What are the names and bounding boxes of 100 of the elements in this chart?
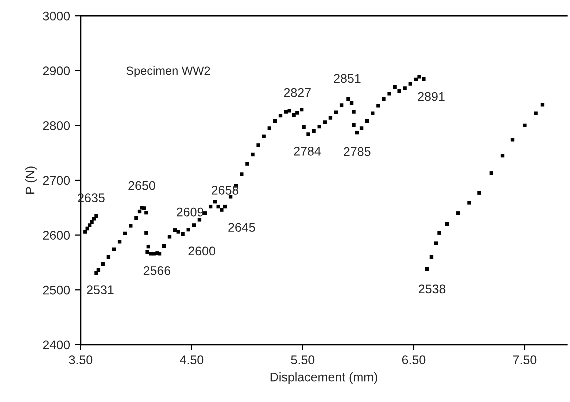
- point: [430, 255, 434, 260]
- annotation: 2785: [344, 147, 371, 156]
- point: [346, 98, 350, 102]
- point: [268, 126, 272, 130]
- point: [84, 230, 88, 234]
- point: [101, 262, 105, 266]
- y-tick-label: 3000: [43, 12, 70, 21]
- point: [192, 224, 196, 228]
- annotation: 2609: [177, 208, 204, 217]
- point: [425, 267, 430, 272]
- point: [142, 206, 146, 210]
- point: [94, 271, 98, 275]
- point: [213, 200, 218, 204]
- point: [408, 82, 412, 86]
- point: [144, 231, 148, 235]
- y-axis-title: P (N): [26, 166, 38, 194]
- point: [510, 138, 515, 142]
- point: [292, 113, 296, 118]
- annotation: 2851: [334, 74, 361, 84]
- point: [106, 255, 111, 260]
- point: [208, 204, 213, 209]
- point: [540, 103, 545, 107]
- point: [534, 112, 538, 116]
- y-tick-label: 2400: [43, 340, 70, 350]
- y-tick-label: 2700: [43, 176, 70, 186]
- point: [88, 224, 92, 228]
- point: [328, 116, 333, 120]
- point: [228, 195, 233, 199]
- annotation: Specimen WW2: [126, 66, 210, 78]
- point: [138, 210, 142, 214]
- annotation: 2531: [87, 286, 114, 294]
- point: [302, 126, 306, 130]
- x-tick-label: 4.50: [180, 356, 204, 365]
- annotation: 2784: [294, 146, 322, 156]
- point: [456, 212, 460, 216]
- point: [90, 220, 94, 224]
- annotation: 2538: [419, 284, 446, 294]
- point: [168, 235, 172, 239]
- point: [134, 216, 138, 220]
- point: [273, 119, 278, 124]
- y-tick-label: 2500: [43, 286, 70, 295]
- point: [144, 210, 148, 215]
- point: [251, 152, 255, 157]
- x-tick-label: 7.50: [513, 356, 537, 365]
- point: [158, 252, 162, 256]
- y-tick-label: 2800: [43, 121, 70, 130]
- point: [216, 204, 220, 209]
- point: [96, 268, 101, 272]
- x-axis-title: Displacement (mm): [270, 372, 378, 384]
- point: [500, 154, 505, 158]
- point: [403, 86, 407, 90]
- point: [350, 101, 354, 106]
- x-tick-label: 5.50: [291, 356, 315, 365]
- point: [366, 119, 370, 124]
- point: [312, 129, 316, 134]
- x-tick-label: 3.50: [69, 356, 93, 365]
- point: [240, 172, 244, 176]
- point: [422, 77, 426, 81]
- point: [262, 134, 266, 138]
- point: [129, 224, 133, 228]
- point: [382, 98, 386, 102]
- y-tick-label: 2900: [43, 66, 70, 76]
- point: [478, 191, 482, 195]
- point: [256, 144, 260, 148]
- point: [356, 130, 360, 135]
- annotation: 2600: [188, 246, 216, 256]
- point: [223, 204, 228, 209]
- point: [288, 109, 292, 113]
- point: [318, 124, 322, 129]
- point: [152, 252, 156, 256]
- point: [376, 104, 380, 108]
- point: [146, 244, 150, 249]
- x-tick-label: 6.50: [402, 356, 426, 365]
- point: [434, 242, 438, 246]
- point: [393, 85, 397, 90]
- point: [173, 228, 178, 232]
- point: [388, 92, 392, 96]
- annotation: 2891: [418, 92, 445, 102]
- point: [445, 222, 450, 226]
- point: [181, 232, 185, 236]
- point: [176, 230, 180, 234]
- annotation: 2658: [212, 186, 239, 195]
- point: [118, 240, 122, 244]
- point: [323, 120, 327, 124]
- point: [146, 250, 150, 254]
- y-tick-label: 2600: [43, 231, 70, 240]
- point: [124, 232, 128, 236]
- annotation: 2645: [228, 223, 256, 232]
- point: [352, 110, 356, 114]
- point: [94, 214, 98, 218]
- point: [523, 124, 527, 128]
- point: [334, 110, 338, 114]
- point: [112, 248, 116, 252]
- point: [418, 75, 422, 79]
- point: [468, 201, 472, 205]
- point: [300, 108, 304, 112]
- point: [162, 244, 166, 248]
- point: [296, 111, 300, 115]
- point: [490, 172, 494, 176]
- point: [340, 104, 344, 108]
